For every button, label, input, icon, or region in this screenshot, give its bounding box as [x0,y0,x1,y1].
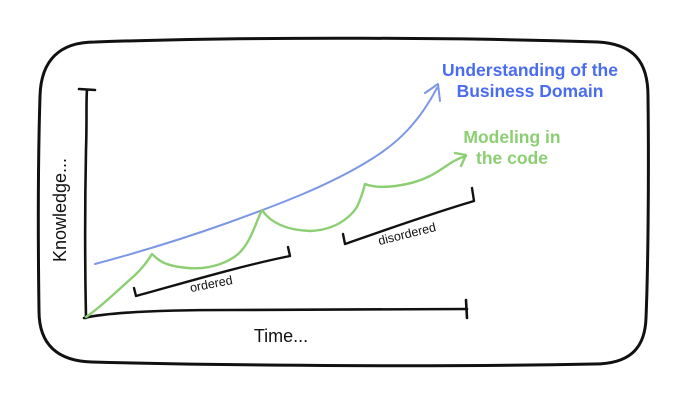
y-axis [83,88,89,320]
y-axis-tick [77,87,97,92]
rounded-frame [36,36,650,368]
y-axis-label: Knowledge... [50,158,70,262]
disordered-bracket [341,186,476,246]
modeling-arrowhead [453,151,468,168]
ordered-bracket [132,245,292,298]
x-axis [82,307,469,320]
business-domain-label-line2: Business Domain [457,81,604,101]
disordered-label: disordered [377,220,438,248]
x-axis-label: Time... [254,326,308,346]
modeling-label-line2: the code [476,148,548,168]
modeling-curve [84,154,468,319]
modeling-label-line1: Modeling in [463,127,560,147]
business-domain-arrowhead [424,83,441,102]
business-domain-label-line1: Understanding of the [442,60,618,80]
x-axis-tick [464,298,469,320]
business-domain-curve [94,87,438,265]
ordered-label: ordered [189,273,234,295]
